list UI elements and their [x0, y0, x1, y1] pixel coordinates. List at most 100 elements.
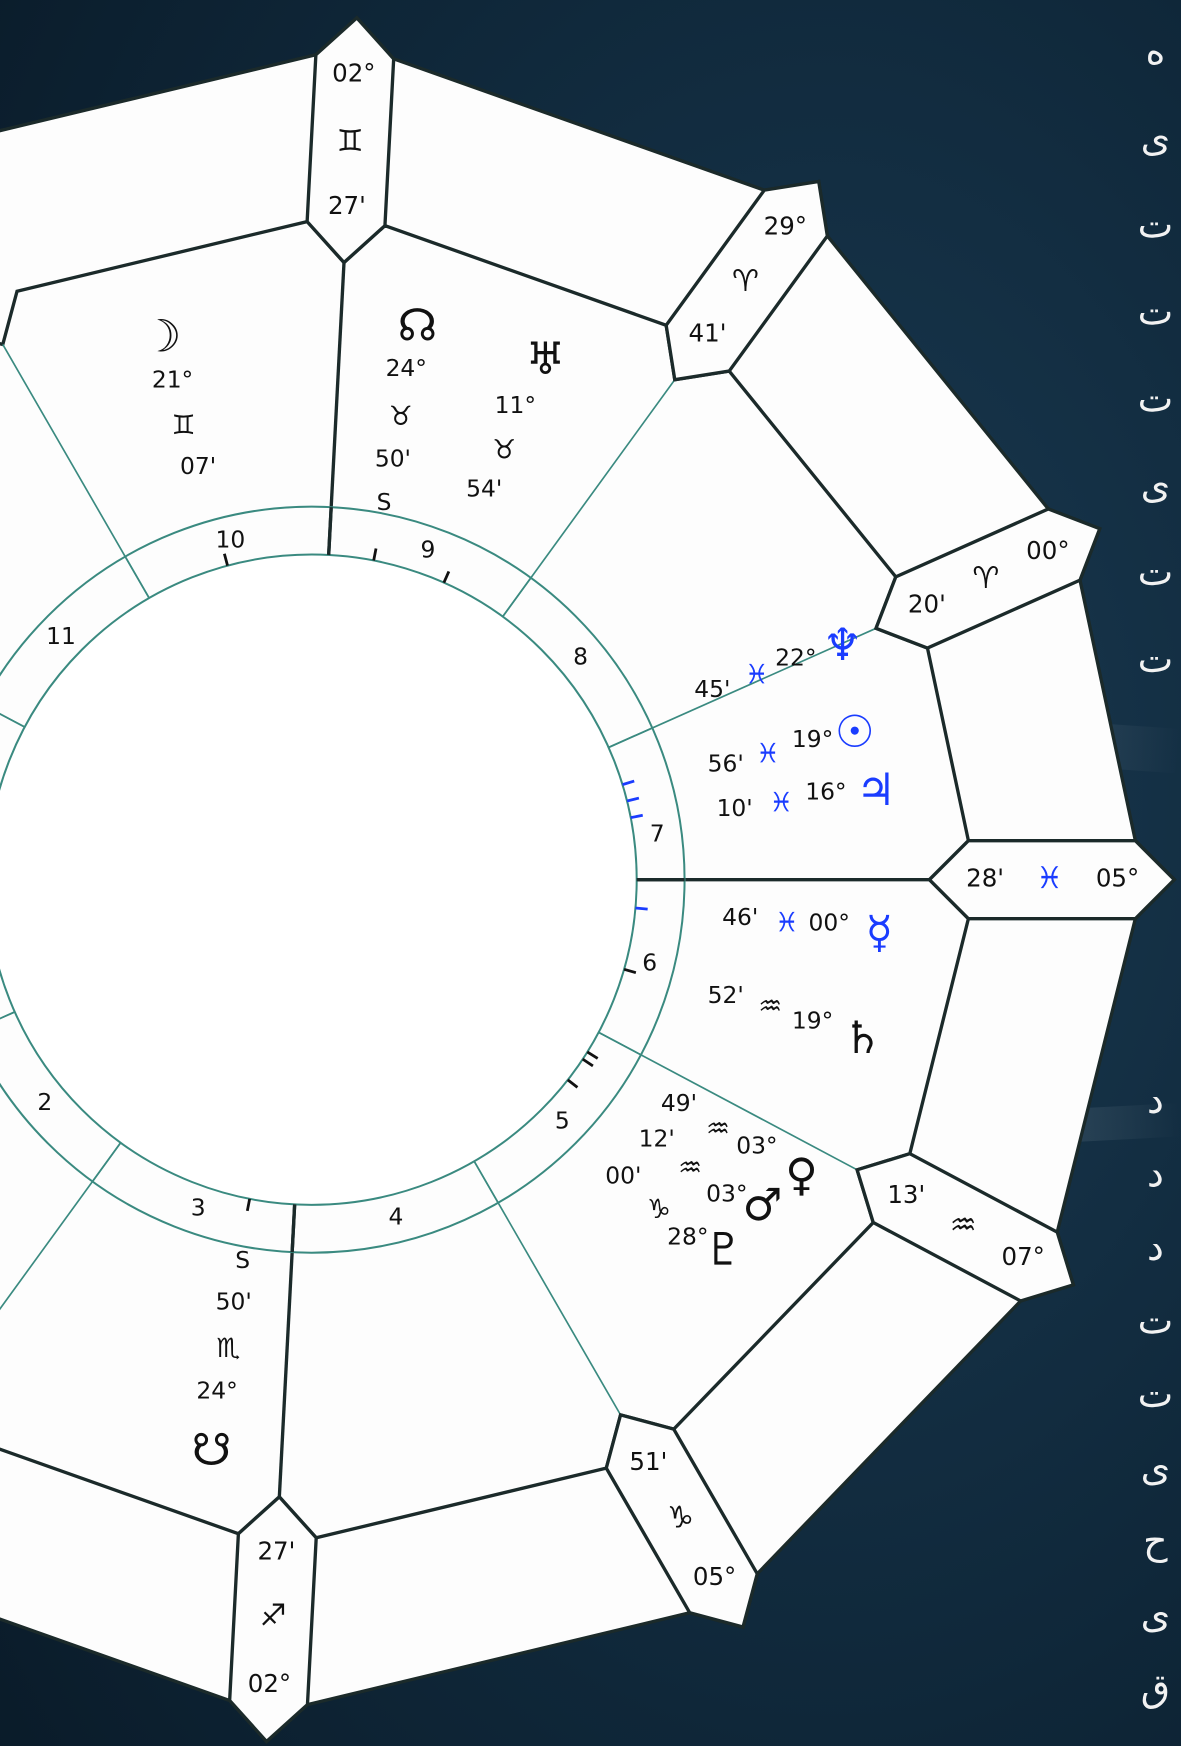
side-glyph: د [1147, 1151, 1164, 1195]
tab-minute: 20' [908, 590, 946, 619]
planet-minute: 54' [466, 474, 502, 502]
cusp-tab [927, 839, 1177, 921]
tab-sign: ♐ [260, 1598, 287, 1633]
planet-sign: ♑ [647, 1194, 671, 1225]
cusp-tab [305, 15, 396, 265]
ring-divider [327, 507, 333, 556]
planet-minute: 00' [605, 1161, 641, 1189]
planet-sign: ♊ [172, 410, 196, 441]
planet-glyph: ♄ [843, 1012, 883, 1064]
planet-tick [566, 1078, 579, 1089]
side-glyph: ی [1141, 1445, 1171, 1489]
planet-minute: 49' [661, 1089, 697, 1117]
tab-minute: 28' [966, 864, 1004, 893]
ring-divider [124, 556, 150, 599]
side-glyph: ه [1145, 29, 1165, 73]
tab-minute: 27' [257, 1536, 295, 1565]
ring-divider [290, 1204, 297, 1253]
tab-sign: ♓ [1036, 861, 1063, 896]
planet-minute: 50' [375, 444, 411, 472]
planet-glyph: ☽ [141, 311, 181, 363]
house-number: 5 [555, 1106, 570, 1134]
planet-minute: 45' [694, 675, 730, 703]
side-glyph: ق [1141, 1666, 1170, 1710]
planet-tick [223, 553, 229, 566]
planet-degree: 24° [196, 1376, 237, 1404]
tab-sign: ♊ [337, 124, 364, 159]
house-number: 10 [215, 525, 245, 553]
planet-sign: ♉ [492, 434, 516, 465]
house-number: 4 [389, 1202, 404, 1230]
planet-minute: 10' [717, 794, 753, 822]
planet-sign: ♓ [756, 738, 780, 769]
tab-sign: ♒ [950, 1208, 977, 1243]
planet-sign: ♒ [758, 991, 782, 1022]
tab-sign: ♈ [972, 561, 999, 596]
planet-tick [626, 796, 640, 803]
planet-glyph: ♀ [785, 1149, 818, 1201]
planet-minute: 07' [180, 452, 216, 480]
planet-minute: 12' [639, 1125, 675, 1153]
planet-retrograde: S [377, 488, 392, 516]
ring-divider [502, 577, 532, 618]
ring-divider [0, 712, 26, 728]
planet-degree: 03° [736, 1131, 777, 1159]
side-glyph: ت [1138, 1298, 1174, 1342]
tab-sign: ♈ [732, 264, 759, 299]
planet-sign: ♉ [389, 401, 413, 432]
ring-inner [0, 553, 638, 1206]
planet-degree: 00° [809, 909, 850, 937]
cusp-tab [855, 1151, 1076, 1303]
ring-divider [608, 727, 653, 749]
cusp-tab [664, 179, 830, 382]
planet-glyph: ♃ [856, 764, 896, 816]
planet-sign: ♒ [678, 1153, 702, 1184]
planet-tick [245, 1198, 252, 1212]
planet-retrograde: S [235, 1246, 250, 1274]
planet-glyph: ☿ [866, 906, 893, 958]
tab-degree: 00° [1026, 536, 1069, 565]
tab-degree: 05° [693, 1562, 736, 1591]
planet-degree: 28° [667, 1223, 708, 1251]
side-glyph: د [1147, 1078, 1164, 1122]
house-number: 11 [46, 622, 76, 650]
planet-glyph: ♇ [704, 1224, 744, 1276]
planet-tick [442, 570, 451, 584]
planet-degree: 16° [805, 777, 846, 805]
tab-degree: 29° [764, 211, 807, 240]
side-glyph: ی [1141, 116, 1171, 160]
planet-sign: ♏ [216, 1333, 240, 1364]
planet-tick [581, 1057, 594, 1068]
planet-degree: 11° [495, 391, 536, 419]
planet-glyph: ☋ [192, 1424, 232, 1476]
ring-divider [0, 1011, 16, 1020]
planet-degree: 21° [152, 365, 193, 393]
planet-glyph: ☊ [398, 299, 438, 351]
house-number: 6 [642, 948, 657, 976]
tab-degree: 02° [332, 59, 375, 88]
side-glyph: ت [1138, 550, 1174, 594]
cusp-tab [873, 507, 1102, 650]
tab-sign: ♑ [667, 1501, 694, 1536]
side-glyph: ت [1138, 376, 1174, 420]
house-number: 9 [421, 536, 436, 564]
side-glyph: ی [1141, 463, 1171, 507]
planet-minute: 46' [722, 903, 758, 931]
wheel-group: 28' ♓ 05°20'♈00°41'♈29°27'♊02°27'♐02°51'♑0… [0, 15, 1177, 1744]
planet-glyph: ☉ [835, 706, 875, 758]
tab-degree: 07° [1002, 1242, 1045, 1271]
cusp-tab [604, 1412, 760, 1630]
planet-glyph: ♆ [823, 619, 863, 671]
tab-degree: 05° [1096, 864, 1139, 893]
tab-minute: 13' [887, 1180, 925, 1209]
side-glyph: ی [1141, 1592, 1171, 1636]
side-glyph: ت [1138, 203, 1174, 247]
planet-sign: ♓ [775, 908, 799, 939]
planet-tick [635, 906, 648, 911]
side-glyph: د [1147, 1225, 1164, 1269]
planet-minute: 50' [216, 1287, 252, 1315]
planet-tick [630, 813, 644, 820]
house-number: 8 [573, 642, 588, 670]
